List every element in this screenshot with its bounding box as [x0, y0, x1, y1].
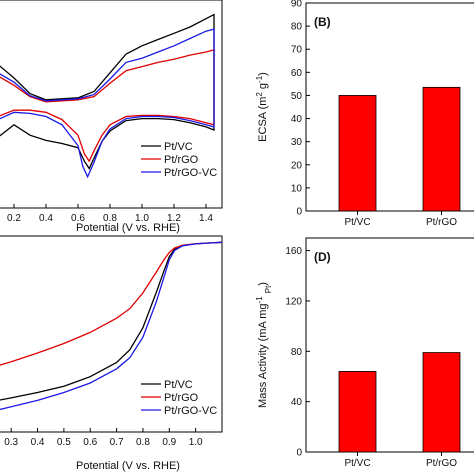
y-tick-label: 120: [285, 296, 302, 307]
x-tick-label: 0.7: [110, 437, 124, 448]
panel-b-label: (B): [314, 15, 331, 29]
series-line-pt-vc: [0, 13, 215, 170]
panel-d-plot-frame: [305, 237, 474, 453]
panel-a-x-axis-label: Potential (V vs. RHE): [76, 222, 180, 234]
y-tick-label: 20: [291, 160, 303, 171]
x-tick-label: 0.9: [162, 437, 176, 448]
y-tick-label: 0: [296, 207, 302, 218]
panel-b-y-ticks: 0 10 20 30 40 50 60 70 80 90: [291, 0, 310, 218]
x-tick-label: Pt/rGO: [426, 217, 457, 228]
x-tick-label: 0.5: [57, 437, 71, 448]
y-label-part: -1: [255, 75, 264, 83]
y-label-part: ): [257, 282, 269, 286]
x-tick-label: 1.2: [167, 213, 181, 224]
panel-b-y-axis-label: ECSA (m2 g-1): [255, 72, 270, 142]
x-tick-label: 0.4: [31, 437, 45, 448]
x-tick-label: Pt/VC: [344, 458, 370, 469]
y-tick-label: 80: [291, 347, 303, 358]
panel-c-lsv-chart: 0.3 0.4 0.5 0.6 0.7 0.8 0.9 1.0 Pt/VCPt/rGOPt/r…: [0, 235, 223, 472]
panel-c-plot-frame: [0, 235, 223, 433]
x-tick-label: 0.8: [136, 437, 150, 448]
x-tick-label: 1.0: [135, 213, 149, 224]
y-tick-label: 80: [291, 22, 303, 33]
panel-b-plot-frame: [305, 2, 474, 212]
series-line-pt-rgo: [0, 241, 223, 366]
y-tick-label: 40: [291, 114, 303, 125]
x-tick-label: 1.4: [199, 213, 213, 224]
y-tick-label: 160: [285, 246, 302, 257]
panel-a-cv-chart: 0.2 0.4 0.6 0.8 1.0 1.2 1.4 Pt/VCPt/rGOPt/rGO-…: [0, 0, 223, 234]
x-tick-label: Pt/VC: [344, 217, 370, 228]
legend-label: Pt/rGO: [164, 392, 199, 404]
y-label-part: Pt: [264, 285, 273, 293]
y-tick-label: 40: [291, 397, 303, 408]
y-tick-label: 70: [291, 45, 303, 56]
y-tick-label: 0: [296, 448, 302, 459]
series-line-pt-rgo-vc: [0, 241, 223, 411]
panel-d-y-ticks: 0 40 80 120 160: [285, 246, 310, 459]
x-tick-label: 1.0: [189, 437, 203, 448]
x-tick-label: 0.6: [71, 213, 85, 224]
x-tick-label: 0.8: [103, 213, 117, 224]
x-tick-label: 0.4: [39, 213, 53, 224]
panel-c-x-axis-label: Potential (V vs. RHE): [76, 460, 180, 472]
panel-c-x-ticks: 0.3 0.4 0.5 0.6 0.7 0.8 0.9 1.0: [4, 428, 203, 448]
panel-d-y-axis-label: Mass Activity (mA mg-1 Pt): [255, 282, 273, 408]
y-label-part: Mass Activity (mA mg: [257, 303, 269, 408]
panel-a-x-ticks: 0.2 0.4 0.6 0.8 1.0 1.2 1.4: [7, 204, 213, 224]
x-tick-label: 0.2: [7, 213, 21, 224]
y-tick-label: 90: [291, 0, 303, 10]
legend-label: Pt/rGO-VC: [164, 167, 217, 179]
panel-c-series-lines: [0, 241, 223, 411]
legend-label: Pt/VC: [164, 379, 193, 391]
y-label-part: 2: [255, 92, 264, 97]
panel-b-bars: [338, 86, 461, 212]
x-tick-label: Pt/rGO: [426, 458, 457, 469]
panel-d-bars: [338, 352, 461, 453]
bar-pt-rgo: [422, 86, 461, 212]
y-label-part: -1: [255, 296, 264, 304]
panel-a-series-lines: [0, 13, 215, 179]
y-tick-label: 10: [291, 183, 303, 194]
panel-d-label: (D): [314, 250, 331, 264]
bar-pt-vc: [338, 95, 377, 212]
y-label-part: ): [257, 72, 269, 76]
y-label-part: g: [257, 83, 269, 92]
series-line-pt-rgo: [0, 49, 215, 163]
legend-label: Pt/VC: [164, 141, 193, 153]
legend-label: Pt/rGO-VC: [164, 405, 217, 417]
y-tick-label: 50: [291, 91, 303, 102]
x-tick-label: 0.6: [83, 437, 97, 448]
legend-label: Pt/rGO: [164, 154, 199, 166]
series-line-pt-rgo-vc: [0, 28, 215, 179]
x-tick-label: 0.3: [4, 437, 18, 448]
y-tick-label: 60: [291, 68, 303, 79]
bar-pt-vc: [338, 371, 377, 453]
y-label-part: ECSA (m: [257, 97, 269, 142]
y-tick-label: 30: [291, 137, 303, 148]
bar-pt-rgo: [422, 352, 461, 453]
